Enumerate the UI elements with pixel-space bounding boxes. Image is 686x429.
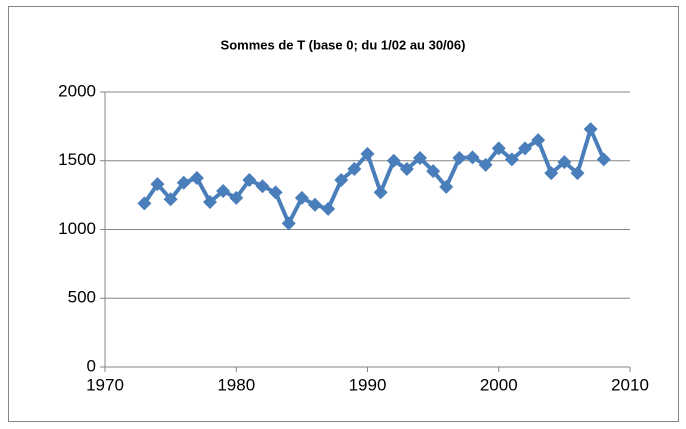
marker bbox=[203, 195, 217, 209]
marker bbox=[596, 152, 611, 167]
y-tick-label: 500 bbox=[68, 288, 96, 307]
marker bbox=[373, 185, 388, 200]
marker bbox=[439, 179, 454, 194]
marker bbox=[544, 166, 559, 181]
marker bbox=[504, 152, 519, 167]
marker bbox=[308, 197, 322, 212]
y-tick-label: 0 bbox=[87, 356, 96, 375]
x-tick-label: 1990 bbox=[349, 375, 387, 394]
marker bbox=[399, 162, 414, 176]
marker bbox=[360, 146, 375, 161]
marker bbox=[321, 201, 336, 216]
marker bbox=[176, 175, 191, 190]
marker bbox=[452, 151, 467, 165]
chart-border bbox=[8, 6, 679, 422]
marker bbox=[334, 173, 349, 187]
y-tick-label: 2000 bbox=[58, 81, 96, 100]
marker bbox=[478, 157, 493, 172]
marker bbox=[216, 184, 231, 198]
x-tick-label: 1970 bbox=[86, 375, 124, 394]
x-tick-label: 2010 bbox=[611, 375, 649, 394]
marker bbox=[413, 151, 427, 165]
marker bbox=[229, 190, 244, 205]
y-tick-label: 1500 bbox=[58, 150, 96, 169]
marker bbox=[347, 162, 362, 176]
marker bbox=[150, 177, 165, 192]
marker bbox=[491, 141, 506, 156]
chart-title: Sommes de T (base 0; du 1/02 au 30/06) bbox=[221, 37, 466, 52]
marker bbox=[268, 185, 283, 200]
marker bbox=[557, 155, 572, 170]
marker bbox=[189, 170, 204, 185]
y-tick-label: 1000 bbox=[58, 219, 96, 238]
marker bbox=[386, 153, 401, 168]
marker bbox=[242, 173, 257, 187]
marker bbox=[570, 166, 585, 181]
marker bbox=[163, 192, 178, 207]
marker bbox=[583, 122, 598, 137]
x-tick-label: 1980 bbox=[217, 375, 255, 394]
x-tick-label: 2000 bbox=[480, 375, 518, 394]
marker bbox=[294, 190, 309, 205]
marker bbox=[426, 164, 441, 179]
marker bbox=[518, 141, 532, 156]
marker bbox=[531, 133, 546, 148]
marker bbox=[281, 216, 296, 231]
marker bbox=[255, 179, 270, 194]
marker bbox=[465, 150, 480, 165]
marker bbox=[137, 196, 152, 211]
